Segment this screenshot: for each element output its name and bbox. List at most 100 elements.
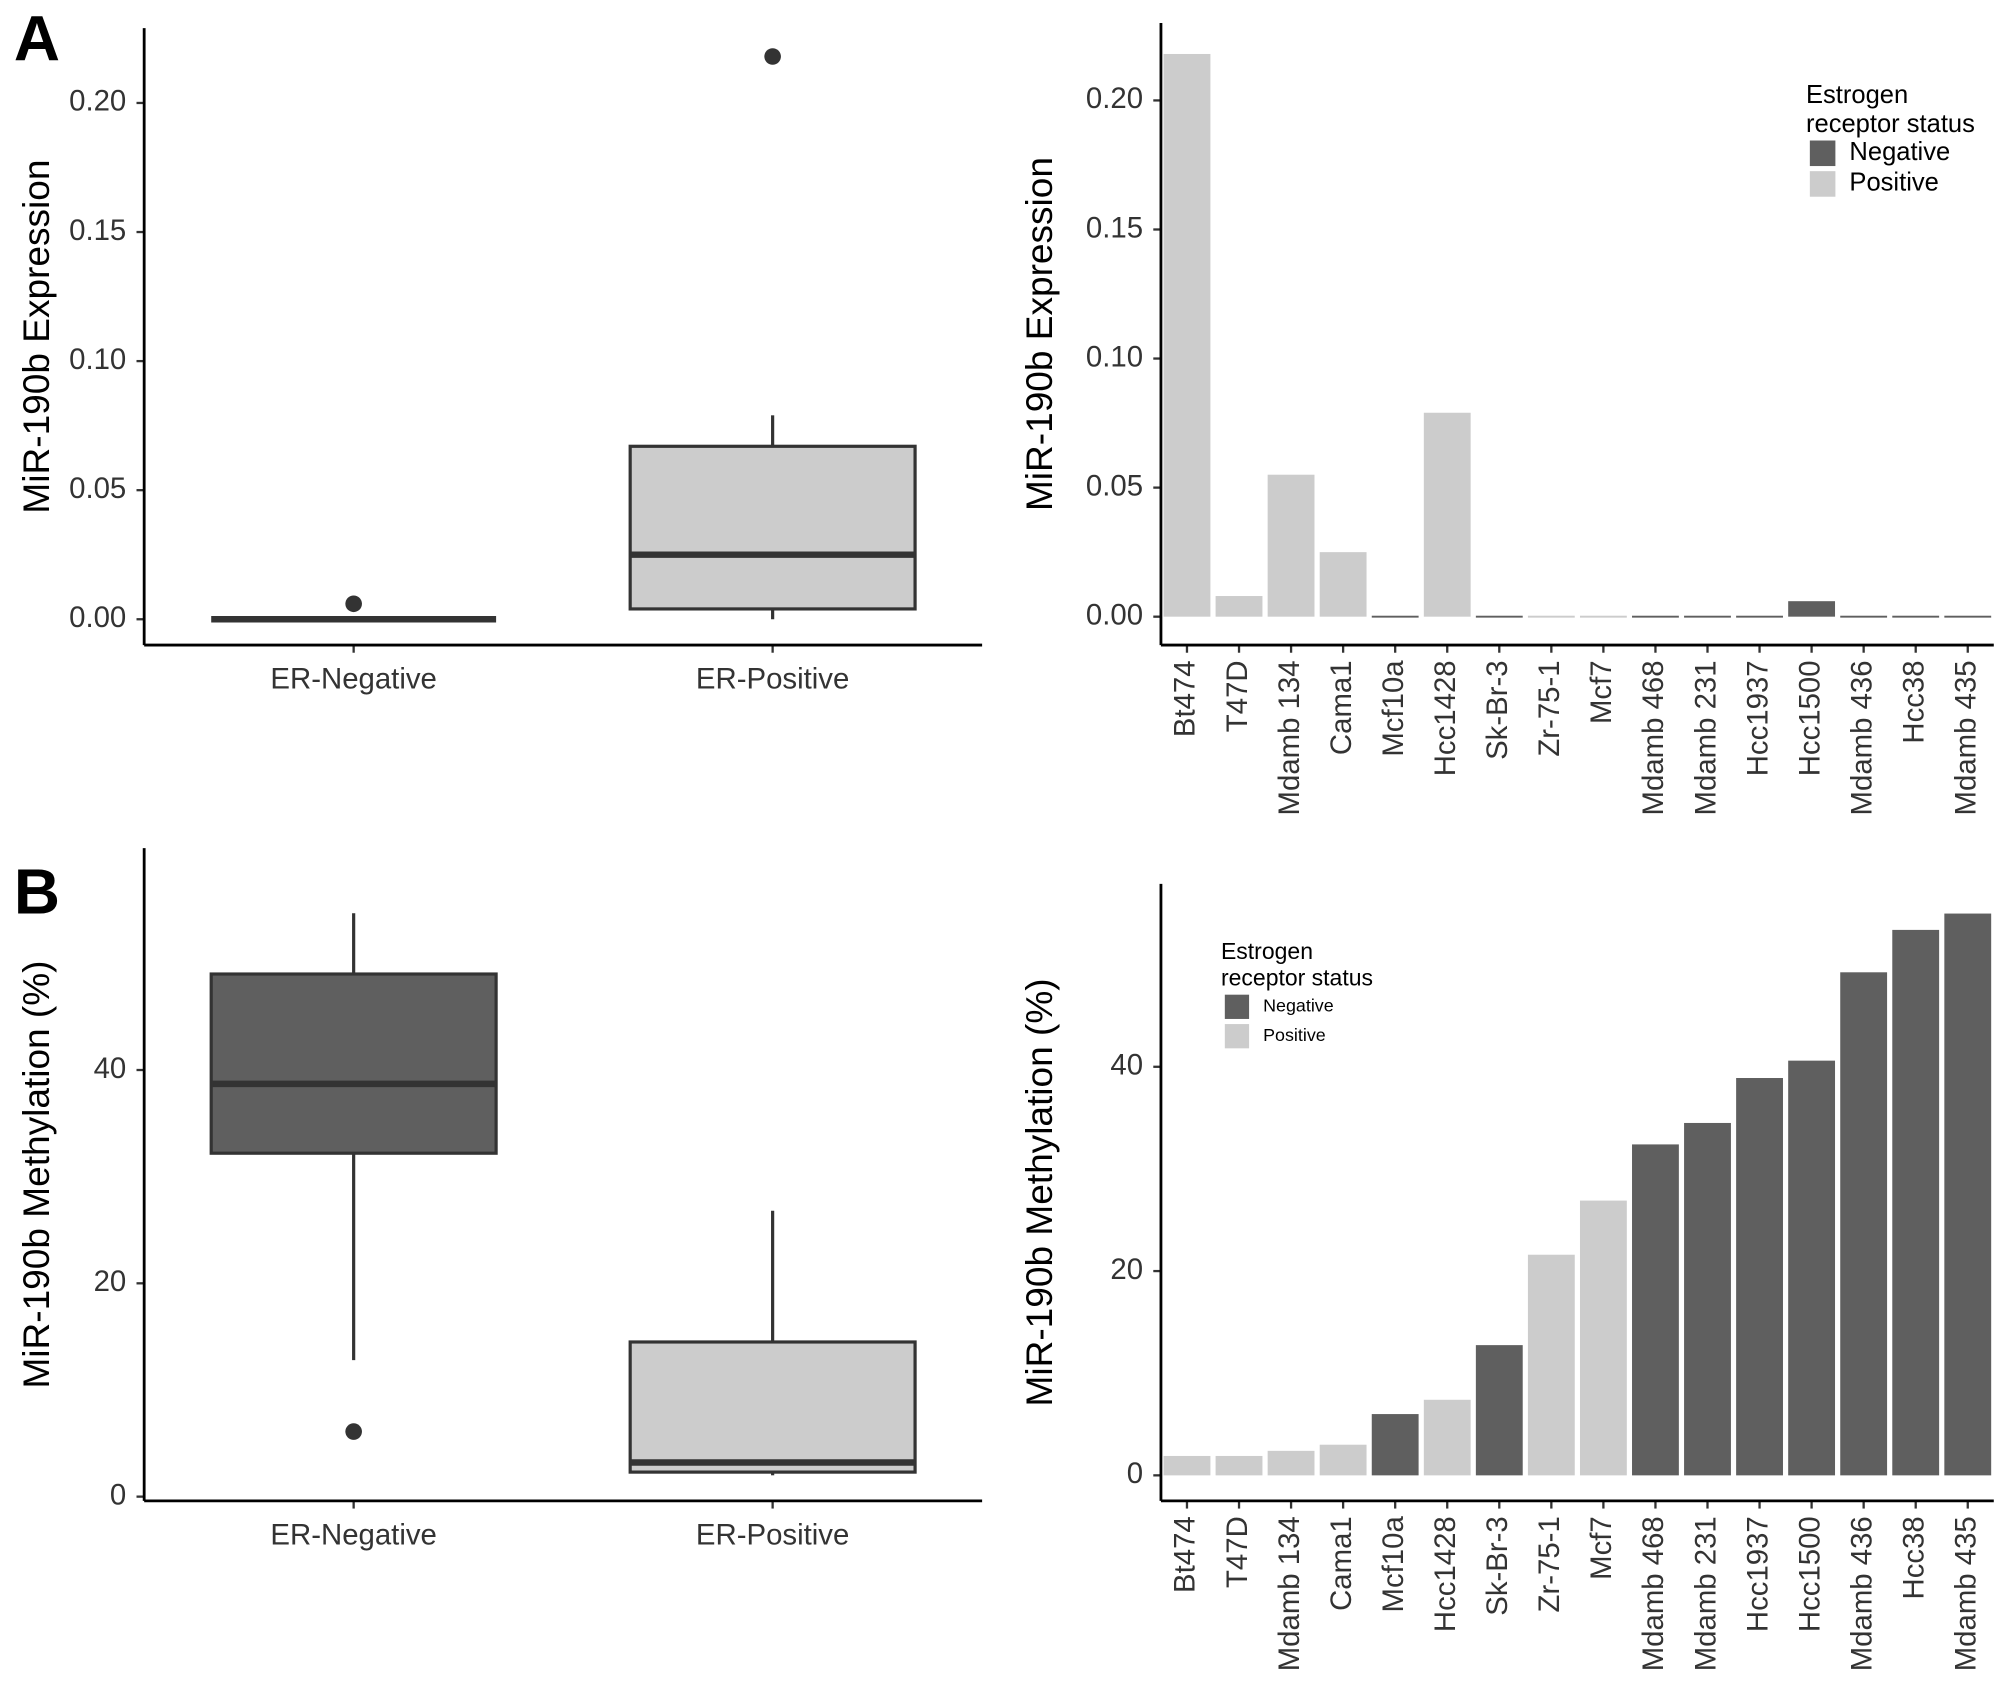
x-tick-label: T47D (1221, 1516, 1254, 1588)
bar (1736, 615, 1783, 618)
bar (1579, 615, 1627, 618)
x-tick-label: Mcf7 (1585, 660, 1618, 724)
panel-label: B (14, 856, 60, 928)
bar (1527, 615, 1575, 618)
x-tick-label: Mcf10a (1377, 1516, 1410, 1613)
y-tick-label: 0.05 (1086, 469, 1143, 502)
bar (1475, 615, 1523, 618)
y-tick-label: 0.15 (1086, 211, 1143, 244)
bar (1267, 1450, 1315, 1476)
bar (1371, 615, 1419, 618)
x-tick-label: Cama1 (1325, 660, 1358, 755)
panel-label: A (14, 2, 60, 74)
bar (1892, 615, 1940, 618)
box (628, 1340, 917, 1474)
x-tick-label: Mdamb 435 (1950, 1516, 1983, 1671)
x-tick-label: Mdamb 468 (1637, 1516, 1670, 1671)
x-tick-label: Bt474 (1169, 1516, 1202, 1593)
bar (1840, 615, 1888, 618)
bar (1892, 929, 1940, 1476)
box (209, 972, 498, 1155)
bar (1944, 615, 1992, 618)
bar (1840, 972, 1888, 1476)
bar (1319, 552, 1367, 617)
bar (1788, 601, 1836, 617)
legend-key (1224, 994, 1250, 1019)
y-tick-label: 0 (110, 1478, 126, 1511)
x-tick-label: Hcc1500 (1793, 1516, 1826, 1632)
legend-key (1809, 140, 1836, 167)
y-tick-label: 40 (1110, 1049, 1143, 1082)
outlier (345, 595, 362, 613)
x-tick-label: Mdamb 231 (1689, 1516, 1722, 1671)
x-tick-label: Zr-75-1 (1533, 660, 1566, 756)
bar (1423, 412, 1471, 617)
bar (1215, 1455, 1263, 1476)
y-tick-label: 0.20 (69, 85, 126, 118)
x-tick-label: Hcc1428 (1429, 1516, 1462, 1632)
x-tick-label: Zr-75-1 (1533, 1516, 1566, 1612)
legend-title: Estrogen receptor status (1806, 81, 1975, 138)
x-tick-label: Mdamb 435 (1950, 660, 1983, 815)
y-tick-label: 40 (94, 1052, 127, 1085)
y-axis-title: MiR-190b Methylation (%) (15, 960, 57, 1388)
bar (1319, 1444, 1367, 1476)
legend-label: Positive (1849, 169, 1938, 197)
y-tick-label: 0.00 (69, 601, 126, 634)
x-tick-label: Hcc38 (1897, 1516, 1930, 1599)
outlier (764, 48, 781, 65)
bar (1163, 53, 1211, 617)
x-tick-label: Mdamb 436 (1845, 660, 1878, 815)
x-tick-label: Bt474 (1169, 660, 1202, 737)
x-tick-label: Sk-Br-3 (1481, 660, 1514, 760)
bar (1527, 1254, 1575, 1476)
x-tick-label: Cama1 (1325, 1516, 1358, 1611)
y-tick-label: 0.20 (1086, 82, 1143, 115)
x-tick-label: T47D (1221, 660, 1254, 732)
y-tick-label: 0.05 (69, 472, 126, 505)
outlier (345, 1423, 362, 1440)
legend-label: Negative (1849, 138, 1950, 166)
y-axis-title: MiR-190b Expression (15, 160, 57, 514)
bar (1267, 474, 1315, 617)
bar (1632, 1144, 1679, 1476)
bar (1788, 1060, 1836, 1476)
y-tick-label: 0 (1127, 1457, 1143, 1490)
bar (1944, 913, 1992, 1476)
x-tick-label: Hcc1937 (1741, 660, 1774, 776)
x-tick-label: Mdamb 134 (1273, 1516, 1306, 1671)
bar (1371, 1414, 1419, 1476)
bar (1475, 1345, 1523, 1476)
x-tick-label: Hcc1500 (1793, 660, 1826, 776)
y-tick-label: 0.00 (1086, 598, 1143, 631)
x-tick-label: Mcf10a (1377, 660, 1410, 757)
legend-key (1809, 171, 1836, 197)
y-tick-label: 0.15 (69, 214, 126, 247)
legend-label: Negative (1263, 996, 1334, 1016)
legend-label: Positive (1263, 1025, 1326, 1045)
box (628, 444, 917, 611)
bar (1163, 1455, 1211, 1476)
x-tick-label: Mdamb 468 (1637, 660, 1670, 815)
legend-key (1224, 1024, 1250, 1049)
x-tick-label: ER-Negative (270, 663, 436, 696)
x-tick-label: Sk-Br-3 (1481, 1516, 1514, 1616)
bar (1215, 596, 1263, 617)
x-tick-label: Hcc38 (1897, 660, 1930, 743)
x-tick-label: ER-Negative (270, 1518, 436, 1551)
legend-title: Estrogen receptor status (1221, 938, 1373, 990)
y-tick-label: 20 (94, 1265, 127, 1298)
y-axis-title: MiR-190b Methylation (%) (1018, 978, 1060, 1406)
x-tick-label: Mdamb 231 (1689, 660, 1722, 815)
bar (1736, 1078, 1783, 1476)
y-axis-title: MiR-190b Expression (1018, 157, 1060, 511)
bar (1579, 1200, 1627, 1476)
x-tick-label: ER-Positive (696, 1518, 849, 1551)
y-tick-label: 0.10 (1086, 340, 1143, 373)
x-tick-label: Hcc1428 (1429, 660, 1462, 776)
bar (1684, 1122, 1731, 1476)
y-tick-label: 20 (1110, 1253, 1143, 1286)
y-tick-label: 0.10 (69, 343, 126, 376)
x-tick-label: Hcc1937 (1741, 1516, 1774, 1632)
